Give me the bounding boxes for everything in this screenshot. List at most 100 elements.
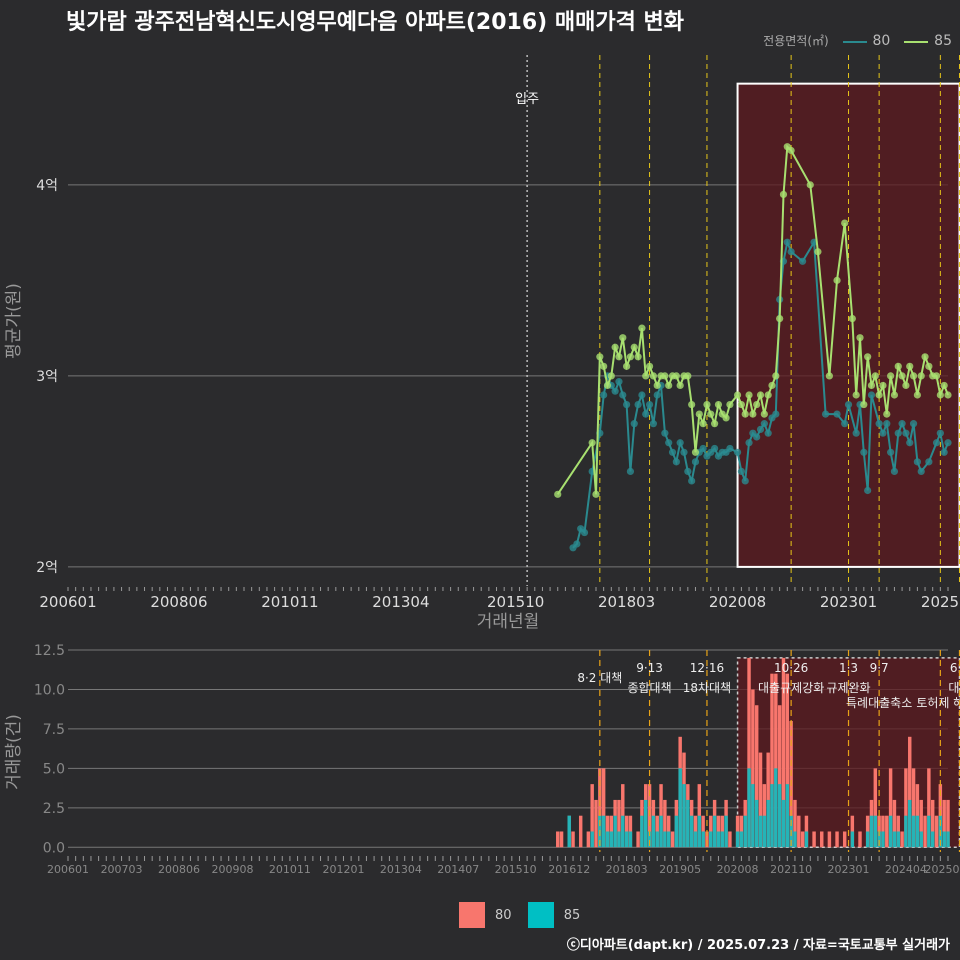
bar-85 xyxy=(609,831,614,848)
data-point-85 xyxy=(672,372,680,380)
data-point-80 xyxy=(680,448,688,456)
bar-85 xyxy=(743,815,747,848)
data-point-80 xyxy=(665,439,673,447)
data-point-85 xyxy=(875,391,883,399)
bar-80 xyxy=(705,831,709,848)
bar-legend-label-85: 85 xyxy=(563,907,581,923)
bar-85 xyxy=(865,831,870,848)
chart-title: 빛가람 광주전남혁신도시영무예다음 아파트(2016) 매매가격 변화 xyxy=(66,10,684,35)
bar-80 xyxy=(556,831,560,848)
data-point-80 xyxy=(879,429,887,437)
bar-80 xyxy=(892,799,897,848)
data-point-85 xyxy=(695,410,703,418)
policy-label: 12·16 xyxy=(690,661,724,675)
bar-85 xyxy=(709,831,713,848)
bar-85 xyxy=(915,815,920,848)
bar-85 xyxy=(774,768,778,848)
bar-80 xyxy=(820,831,824,848)
line-legend: 전용면적(㎡) 80 85 xyxy=(763,32,952,49)
bar-85 xyxy=(877,831,881,848)
policy-label: 9·7 xyxy=(870,661,889,675)
data-point-85 xyxy=(711,420,719,428)
data-point-85 xyxy=(879,381,887,390)
bar-legend: 80 85 xyxy=(459,902,592,928)
bar-85 xyxy=(735,831,740,848)
data-point-80 xyxy=(684,467,692,475)
bar-legend-label-80: 80 xyxy=(495,907,512,923)
bar-80 xyxy=(812,831,816,848)
bar-85 xyxy=(686,799,690,848)
policy-label: 10·26 xyxy=(774,661,808,675)
bar-85 xyxy=(781,799,786,848)
bar-80 xyxy=(754,705,759,848)
data-point-80 xyxy=(787,248,795,256)
data-point-85 xyxy=(768,381,776,390)
bar-85 xyxy=(942,831,946,848)
top-ytick-label: 4억 xyxy=(36,178,58,194)
data-point-80 xyxy=(932,439,941,447)
bar-80 xyxy=(858,831,862,848)
data-point-85 xyxy=(733,391,742,399)
bar-80 xyxy=(728,831,732,848)
source-caption: ⓒ디아파트(dapt.kr) / 2025.07.23 / 자료=국토교통부 실… xyxy=(566,938,950,953)
bar-85 xyxy=(869,815,874,848)
data-point-85 xyxy=(764,391,772,399)
bar-80 xyxy=(827,831,832,848)
data-point-80 xyxy=(894,429,902,437)
policy-label: 8·2 대책 xyxy=(577,670,622,685)
data-point-80 xyxy=(913,458,921,466)
data-point-80 xyxy=(668,448,677,456)
bar-80 xyxy=(670,831,675,848)
data-point-85 xyxy=(691,448,700,456)
bar-85 xyxy=(682,784,686,848)
data-point-80 xyxy=(875,420,883,428)
bar-85 xyxy=(739,831,744,848)
data-point-80 xyxy=(619,391,627,399)
top-xtick-label: 202301 xyxy=(820,593,877,611)
data-point-80 xyxy=(864,486,872,495)
data-point-85 xyxy=(554,490,562,498)
bar-85 xyxy=(647,831,652,848)
data-point-85 xyxy=(940,381,948,390)
bar-legend-swatch-80 xyxy=(459,902,485,928)
bar-80 xyxy=(904,768,908,848)
bar-85 xyxy=(701,831,705,848)
data-point-80 xyxy=(898,420,906,428)
data-point-85 xyxy=(653,381,661,390)
policy-sublabel: 18차대책 xyxy=(683,680,731,695)
bar-85 xyxy=(678,768,682,848)
data-point-85 xyxy=(852,391,860,399)
bar-80 xyxy=(900,831,904,848)
bar-80 xyxy=(758,752,763,848)
bottom-xtick-label: 201803 xyxy=(606,863,648,876)
bar-80 xyxy=(785,673,790,848)
data-point-85 xyxy=(936,391,944,399)
bar-85 xyxy=(651,815,656,848)
data-point-85 xyxy=(615,353,623,361)
bar-85 xyxy=(613,815,617,848)
bar-80 xyxy=(747,657,751,848)
bottom-xtick-label: 202404 xyxy=(885,863,927,876)
policy-label: 9·13 xyxy=(636,661,663,675)
bottom-xtick-label: 201201 xyxy=(322,863,364,876)
data-point-80 xyxy=(737,467,745,475)
data-point-85 xyxy=(749,410,757,418)
bar-85 xyxy=(628,831,633,848)
bar-80 xyxy=(919,799,923,848)
bar-85 xyxy=(617,831,621,848)
data-point-80 xyxy=(672,458,680,466)
data-point-85 xyxy=(756,391,765,399)
move-in-label: 입주 xyxy=(515,92,539,107)
data-point-80 xyxy=(887,448,895,456)
bar-85 xyxy=(881,831,885,848)
bottom-xtick-label: 201304 xyxy=(380,863,422,876)
bottom-ytick-label: 10.0 xyxy=(34,682,65,698)
data-point-85 xyxy=(841,219,849,227)
bottom-ytick-label: 12.5 xyxy=(34,643,65,659)
data-point-80 xyxy=(844,400,853,409)
data-point-85 xyxy=(642,372,650,380)
data-point-85 xyxy=(848,314,856,323)
policy-sublabel: 대출 xyxy=(948,681,960,695)
data-point-85 xyxy=(883,410,891,418)
